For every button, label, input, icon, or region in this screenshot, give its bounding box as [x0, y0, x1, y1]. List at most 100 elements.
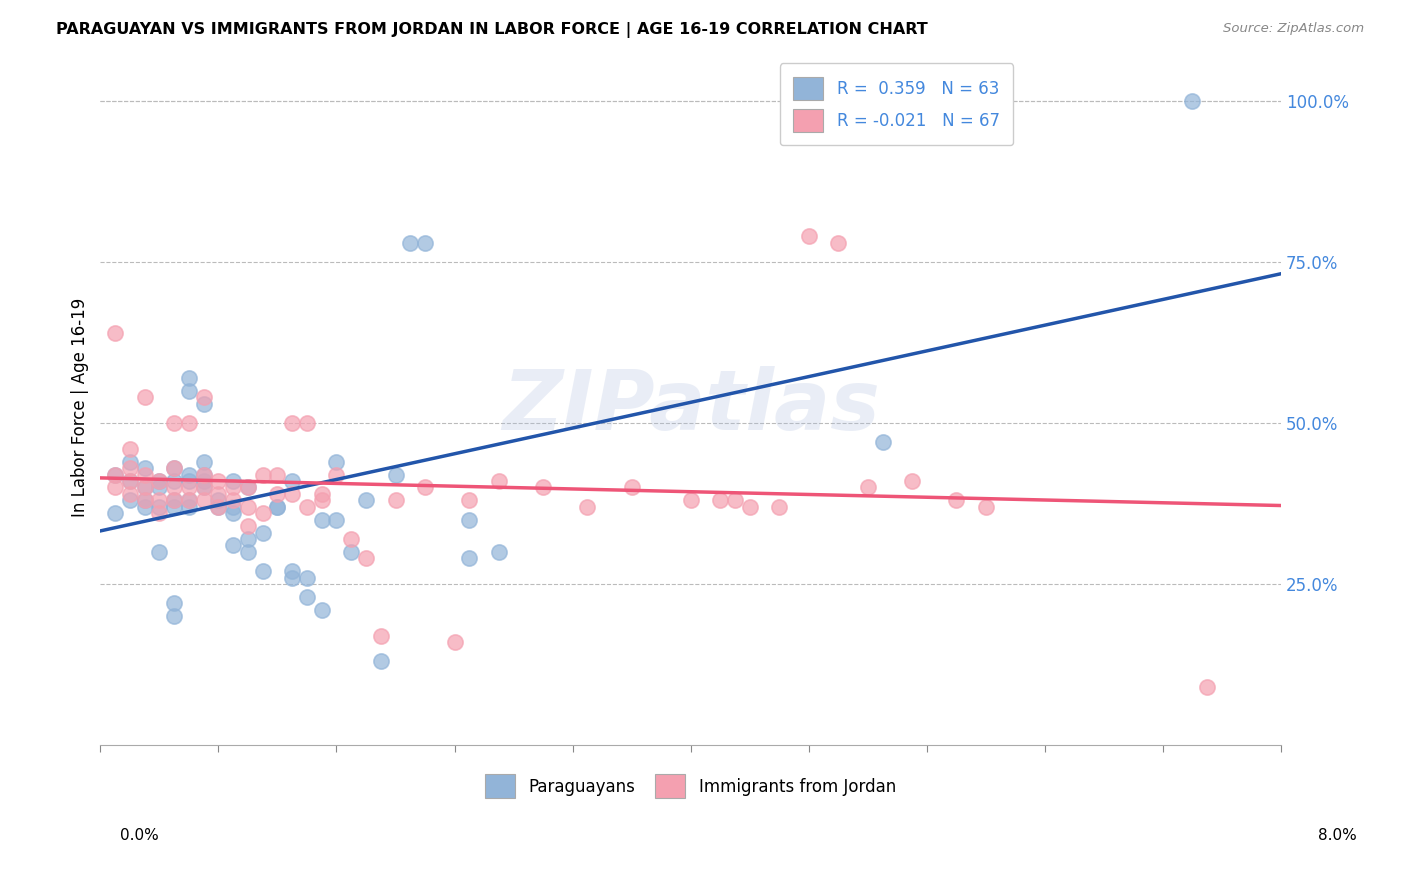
Point — [236, 500, 259, 514]
Point — [311, 487, 333, 501]
Point — [163, 609, 186, 624]
Point — [118, 487, 141, 501]
Point — [118, 442, 141, 456]
Point — [768, 500, 790, 514]
Point — [163, 416, 186, 430]
Text: Source: ZipAtlas.com: Source: ZipAtlas.com — [1223, 22, 1364, 36]
Point — [104, 506, 127, 520]
Point — [295, 500, 318, 514]
Point — [163, 500, 186, 514]
Point — [458, 513, 481, 527]
Point — [266, 467, 288, 482]
Point — [163, 480, 186, 494]
Point — [413, 480, 436, 494]
Point — [177, 467, 200, 482]
Point — [281, 571, 304, 585]
Point — [207, 500, 229, 514]
Point — [207, 474, 229, 488]
Point — [193, 455, 215, 469]
Point — [856, 480, 879, 494]
Point — [177, 474, 200, 488]
Point — [1197, 680, 1219, 694]
Point — [222, 506, 245, 520]
Point — [488, 474, 510, 488]
Point — [177, 500, 200, 514]
Point — [207, 493, 229, 508]
Point — [222, 539, 245, 553]
Point — [177, 493, 200, 508]
Point — [281, 564, 304, 578]
Point — [104, 326, 127, 340]
Point — [134, 480, 156, 494]
Point — [104, 467, 127, 482]
Point — [163, 461, 186, 475]
Y-axis label: In Labor Force | Age 16-19: In Labor Force | Age 16-19 — [72, 297, 89, 516]
Point — [252, 467, 274, 482]
Point — [576, 500, 599, 514]
Text: 0.0%: 0.0% — [120, 828, 159, 843]
Point — [236, 532, 259, 546]
Point — [104, 480, 127, 494]
Point — [134, 461, 156, 475]
Point — [443, 635, 465, 649]
Point — [148, 545, 170, 559]
Point — [325, 513, 347, 527]
Text: 8.0%: 8.0% — [1317, 828, 1357, 843]
Point — [163, 597, 186, 611]
Point — [148, 506, 170, 520]
Point — [236, 480, 259, 494]
Point — [295, 571, 318, 585]
Point — [384, 467, 406, 482]
Point — [281, 487, 304, 501]
Point — [281, 474, 304, 488]
Point — [163, 493, 186, 508]
Point — [193, 397, 215, 411]
Point — [236, 480, 259, 494]
Point — [354, 551, 377, 566]
Point — [118, 493, 141, 508]
Point — [266, 500, 288, 514]
Point — [311, 603, 333, 617]
Point — [340, 545, 363, 559]
Point — [134, 480, 156, 494]
Point — [252, 506, 274, 520]
Point — [458, 493, 481, 508]
Point — [134, 493, 156, 508]
Point — [134, 467, 156, 482]
Point — [901, 474, 924, 488]
Point — [974, 500, 997, 514]
Point — [177, 384, 200, 398]
Point — [193, 480, 215, 494]
Point — [207, 500, 229, 514]
Point — [281, 416, 304, 430]
Point — [724, 493, 747, 508]
Point — [354, 493, 377, 508]
Point — [236, 519, 259, 533]
Point — [222, 500, 245, 514]
Point — [413, 235, 436, 250]
Point — [325, 455, 347, 469]
Point — [134, 493, 156, 508]
Point — [872, 435, 894, 450]
Point — [193, 474, 215, 488]
Point — [134, 390, 156, 404]
Point — [148, 493, 170, 508]
Point — [134, 500, 156, 514]
Point — [222, 474, 245, 488]
Point — [620, 480, 643, 494]
Point — [797, 229, 820, 244]
Point — [827, 235, 849, 250]
Point — [193, 493, 215, 508]
Point — [104, 467, 127, 482]
Point — [1181, 94, 1204, 108]
Point — [252, 525, 274, 540]
Point — [458, 551, 481, 566]
Point — [709, 493, 731, 508]
Point — [118, 455, 141, 469]
Point — [148, 500, 170, 514]
Point — [384, 493, 406, 508]
Point — [222, 480, 245, 494]
Point — [118, 461, 141, 475]
Point — [193, 480, 215, 494]
Point — [148, 474, 170, 488]
